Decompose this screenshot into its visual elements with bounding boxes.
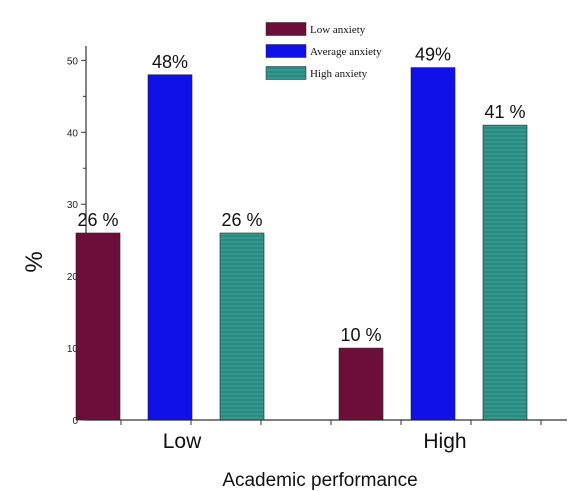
legend-swatch-average-anxiety (265, 44, 307, 58)
data-label: 26 % (221, 210, 262, 230)
legend-swatch-high-anxiety (265, 66, 307, 80)
bar-average-anxiety-low (147, 74, 193, 421)
x-axis-title: Academic performance (222, 470, 417, 491)
data-label: 49% (415, 45, 451, 65)
y-tick-label: 20 (67, 272, 79, 283)
y-tick-label: 30 (67, 200, 79, 211)
legend-label: Low anxiety (310, 24, 366, 36)
bar-high-anxiety-high (482, 124, 528, 421)
legend-swatch-low-anxiety (265, 22, 307, 36)
y-tick-label: 0 (72, 416, 78, 427)
legend-label: High anxiety (310, 68, 368, 80)
data-label: 26 % (77, 210, 118, 230)
data-label: 10 % (340, 325, 381, 345)
y-tick-label: 40 (67, 128, 79, 139)
y-axis-title: % (21, 251, 48, 272)
legend-label: Average anxiety (310, 46, 382, 58)
y-tick-label: 10 (67, 344, 79, 355)
bar-low-anxiety-high (338, 347, 384, 421)
data-label: 48% (152, 52, 188, 72)
data-label: 41 % (484, 102, 525, 122)
bar-low-anxiety-low (75, 232, 121, 421)
bar-average-anxiety-high (410, 67, 456, 421)
y-tick-label: 50 (67, 56, 79, 67)
x-category-label: High (423, 430, 466, 453)
bar-high-anxiety-low (219, 232, 265, 421)
x-category-label: Low (163, 430, 202, 453)
